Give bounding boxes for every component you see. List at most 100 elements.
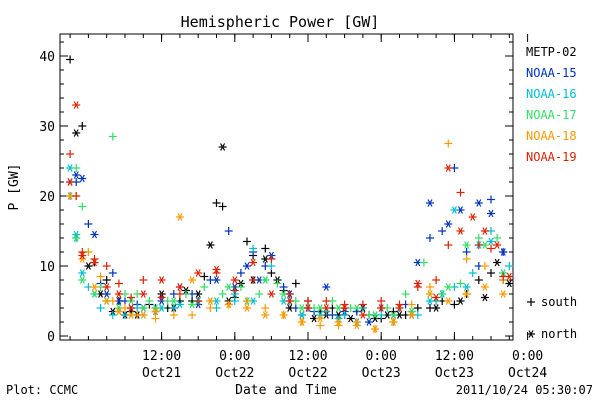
point-north (426, 297, 434, 305)
point-south (169, 304, 178, 312)
point-north (194, 269, 203, 277)
point-north (352, 321, 361, 330)
point-north (212, 276, 221, 284)
point-north (297, 311, 306, 319)
x-tick-time-label: 0:00 (366, 349, 397, 364)
point-north (78, 269, 87, 277)
point-north (66, 178, 75, 186)
point-south (169, 311, 178, 319)
point-south (444, 241, 453, 249)
x-tick-time-label: 12:00 (435, 349, 474, 364)
point-south (426, 234, 434, 242)
point-south (127, 293, 136, 302)
point-south (493, 234, 502, 242)
x-tick-time-label: 0:00 (512, 349, 543, 364)
point-north (444, 283, 453, 291)
point-south (304, 297, 312, 305)
point-north (72, 101, 81, 109)
point-north (322, 283, 331, 291)
point-north (261, 311, 270, 319)
point-south (487, 195, 495, 204)
point-south (267, 269, 276, 277)
point-north (175, 283, 184, 291)
point-north (206, 297, 215, 305)
point-south (200, 283, 209, 291)
point-south (212, 199, 221, 207)
point-north (493, 241, 502, 249)
point-north (389, 318, 398, 326)
x-axis: 12:00 Oct21 0:00 Oct22 12:00 Oct22 0:00 Oct23 12… (69, 34, 547, 381)
point-south (243, 297, 251, 305)
point-north (224, 283, 233, 291)
point-south (261, 244, 270, 253)
y-tick-label: 10 (39, 260, 55, 275)
point-south (279, 283, 288, 291)
x-tick-time-label: 12:00 (142, 349, 181, 364)
point-north (267, 290, 276, 298)
point-north (444, 297, 453, 305)
point-north (139, 311, 148, 319)
point-south (407, 300, 416, 309)
point-north (426, 290, 434, 298)
point-north (407, 311, 416, 319)
point-north (139, 290, 148, 298)
marker-legend-label: north (541, 327, 577, 341)
point-north (139, 304, 148, 312)
point-north (90, 230, 99, 239)
point-north (322, 304, 331, 312)
y-axis-label: P [GW] (7, 164, 22, 211)
point-north (316, 314, 325, 323)
point-north (480, 283, 489, 291)
point-south (102, 276, 111, 284)
point-south (108, 269, 117, 277)
point-south (139, 276, 148, 284)
chart-title: Hemispheric Power [GW] (181, 13, 380, 31)
point-south (316, 321, 325, 330)
point-south (78, 122, 87, 130)
point-south (78, 202, 87, 211)
point-north (487, 237, 495, 246)
point-south (474, 241, 483, 249)
point-south (261, 304, 270, 312)
point-south (194, 297, 203, 305)
legend-entry: NOAA-19 (526, 150, 577, 164)
point-south (151, 314, 160, 323)
point-south (377, 297, 386, 305)
point-north (127, 304, 136, 312)
point-south (230, 286, 239, 295)
point-south (401, 290, 410, 298)
point-south (108, 311, 117, 319)
point-south (462, 248, 471, 256)
point-north (188, 300, 197, 309)
point-north (474, 199, 483, 207)
point-south (273, 279, 282, 288)
point-south (206, 304, 215, 312)
point-north (249, 258, 258, 267)
point-south (358, 300, 367, 309)
x-tick-time-label: 0:00 (219, 349, 250, 364)
point-north (462, 283, 471, 291)
point-south (224, 227, 233, 235)
legend: METP-02 NOAA-15 NOAA-16 NOAA-17 NOAA-18 NOAA-… (526, 45, 577, 164)
point-north (78, 251, 87, 260)
point-south (450, 300, 459, 309)
x-tick-date-label: Oct24 (508, 366, 547, 381)
point-north (102, 297, 111, 305)
point-north (243, 304, 251, 312)
point-south (249, 244, 258, 253)
point-north (480, 293, 489, 302)
point-north (346, 314, 355, 323)
point-north (90, 290, 99, 298)
point-south (96, 304, 105, 312)
point-south (218, 290, 227, 298)
point-north (365, 318, 373, 326)
y-tick-label: 0 (47, 330, 55, 345)
point-north (432, 304, 441, 312)
point-south (285, 290, 294, 298)
point-north (487, 209, 495, 218)
point-south (474, 276, 483, 284)
point-south (291, 279, 300, 288)
point-south (267, 255, 276, 263)
